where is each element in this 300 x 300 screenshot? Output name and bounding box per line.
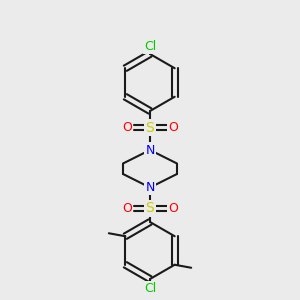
Text: Cl: Cl — [144, 40, 156, 53]
Text: Cl: Cl — [144, 282, 156, 295]
Text: S: S — [146, 121, 154, 134]
Text: N: N — [145, 181, 155, 194]
Text: O: O — [122, 202, 132, 215]
Text: O: O — [168, 121, 178, 134]
Text: N: N — [145, 143, 155, 157]
Text: S: S — [146, 202, 154, 215]
Text: O: O — [122, 121, 132, 134]
Text: O: O — [168, 202, 178, 215]
